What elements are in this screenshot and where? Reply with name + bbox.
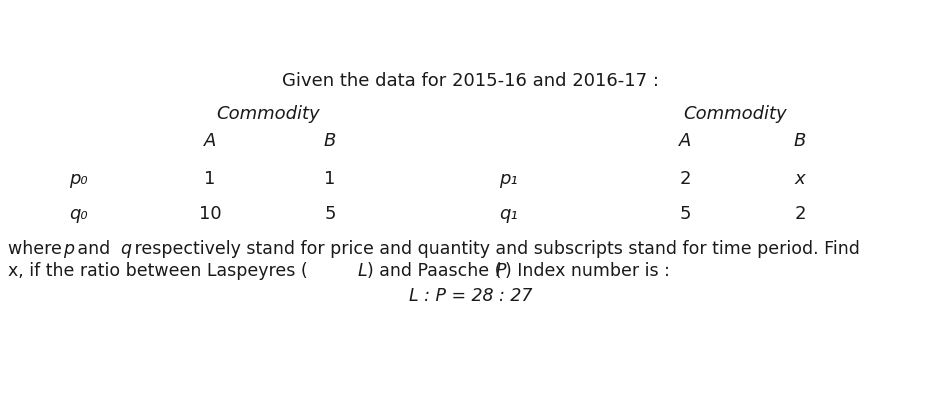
Text: ) Index number is :: ) Index number is : [505, 262, 670, 280]
Text: Commodity: Commodity [683, 105, 787, 123]
Text: P: P [496, 262, 507, 280]
Text: L : P = 28 : 27: L : P = 28 : 27 [410, 287, 532, 305]
Text: 1: 1 [204, 170, 216, 188]
Text: where: where [8, 240, 68, 258]
Text: 5: 5 [324, 205, 335, 223]
Text: q₀: q₀ [69, 205, 88, 223]
Text: 5: 5 [679, 205, 690, 223]
Text: 10: 10 [199, 205, 221, 223]
Text: q₁: q₁ [498, 205, 517, 223]
Text: ) and Paasche (: ) and Paasche ( [367, 262, 501, 280]
Text: 2: 2 [679, 170, 690, 188]
Text: and: and [72, 240, 116, 258]
Text: p₁: p₁ [498, 170, 517, 188]
Text: 1: 1 [324, 170, 335, 188]
Text: L: L [358, 262, 367, 280]
Text: p: p [63, 240, 74, 258]
Text: A: A [679, 132, 691, 150]
Text: B: B [794, 132, 806, 150]
Text: x, if the ratio between Laspeyres (: x, if the ratio between Laspeyres ( [8, 262, 308, 280]
Text: respectively stand for price and quantity and subscripts stand for time period. : respectively stand for price and quantit… [129, 240, 860, 258]
Text: 2: 2 [794, 205, 805, 223]
Text: A: A [203, 132, 216, 150]
Text: p₀: p₀ [69, 170, 88, 188]
Text: Given the data for 2015-16 and 2016-17 :: Given the data for 2015-16 and 2016-17 : [283, 72, 659, 90]
Text: B: B [324, 132, 336, 150]
Text: Commodity: Commodity [216, 105, 320, 123]
Text: q: q [120, 240, 131, 258]
Text: x: x [795, 170, 805, 188]
